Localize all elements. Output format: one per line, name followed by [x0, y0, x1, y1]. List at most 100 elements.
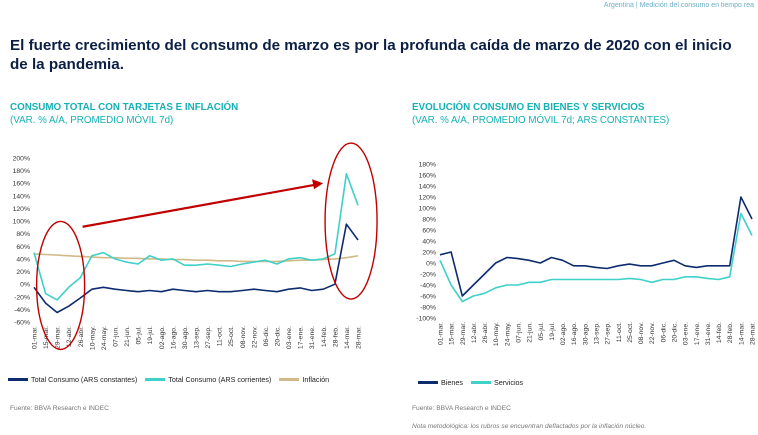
x-tick-label: 11-oct.: [616, 322, 623, 342]
x-tick-label: 17-ene.: [298, 326, 305, 349]
x-tick-label: 31-ene.: [705, 322, 712, 345]
legend-item-bienes: Bienes: [418, 378, 463, 387]
legend-swatch: [418, 381, 438, 384]
x-tick-label: 28-feb.: [332, 326, 339, 347]
legend-label: Total Consumo (ARS constantes): [31, 375, 138, 384]
y-tick-label: 200%: [13, 156, 30, 163]
x-tick-label: 28-mar.: [750, 322, 757, 345]
y-tick-label: 20%: [16, 269, 30, 276]
methodology-note: Nota metodológica: los rubros se encuent…: [412, 423, 647, 430]
legend-swatch: [470, 381, 491, 384]
x-tick-label: 01-mar.: [438, 322, 445, 345]
chart-left-subtitle: (VAR. % A/A, PROMEDIO MÓVIL 7d): [10, 115, 174, 126]
x-tick-label: 07-jun.: [113, 326, 120, 347]
y-tick-label: 180%: [13, 168, 30, 175]
y-tick-label: 60%: [16, 244, 30, 251]
x-tick-label: 22-nov.: [649, 322, 656, 344]
y-tick-label: 0%: [426, 261, 436, 268]
y-tick-label: 180%: [419, 162, 436, 169]
x-tick-label: 19-jul.: [549, 322, 556, 341]
x-tick-label: 21-jun.: [124, 326, 131, 347]
chart-right-legend: Bienes Servicios: [418, 378, 531, 387]
x-tick-label: 12-abr.: [66, 326, 73, 347]
x-tick-label: 26-abr.: [78, 326, 85, 347]
y-tick-label: 120%: [419, 195, 436, 202]
y-tick-label: -60%: [14, 320, 30, 327]
y-tick-label: -80%: [420, 305, 436, 312]
legend-swatch: [145, 378, 166, 381]
annotation-circle-march-2020: [35, 220, 86, 351]
x-tick-label: 21-jun.: [527, 322, 534, 343]
x-tick-label: 14-mar.: [738, 322, 745, 345]
x-tick-label: 01-mar.: [32, 326, 39, 349]
x-tick-label: 06-dic.: [660, 322, 667, 343]
y-tick-label: 80%: [422, 217, 436, 224]
x-tick-label: 02-ago.: [159, 326, 166, 349]
x-tick-label: 28-feb.: [727, 322, 734, 343]
legend-item-servicios: Servicios: [470, 378, 524, 387]
source-right: Fuente: BBVA Research e INDEC: [412, 405, 511, 412]
x-tick-label: 30-ago.: [582, 322, 589, 345]
x-tick-label: 27-sep.: [205, 326, 212, 349]
x-tick-label: 02-ago.: [560, 322, 567, 345]
legend-label: Servicios: [493, 378, 524, 387]
legend-item-inflacion: Inflación: [279, 375, 329, 384]
x-tick-label: 14-feb.: [321, 326, 328, 347]
legend-item-total-constantes: Total Consumo (ARS constantes): [8, 375, 137, 384]
x-tick-label: 14-mar.: [344, 326, 351, 349]
x-tick-label: 24-may.: [101, 326, 108, 350]
y-tick-label: 40%: [16, 256, 30, 263]
x-tick-label: 10-may.: [493, 322, 500, 346]
x-tick-label: 07-jun.: [516, 322, 523, 343]
x-tick-label: 12-abr.: [471, 322, 478, 343]
x-tick-label: 25-oct.: [228, 326, 235, 347]
x-tick-label: 15-mar.: [449, 322, 456, 345]
y-tick-label: -100%: [416, 316, 436, 323]
legend-swatch: [8, 378, 28, 381]
chart-left-legend: Total Consumo (ARS constantes) Total Con…: [8, 375, 337, 384]
chart-right: 180% 160% 140% 120% 100% 80% 60% 40% 20% 0% -20% -4…: [416, 162, 757, 347]
x-tick-label: 08-nov.: [638, 322, 645, 344]
series-line-total-consumo-ars-corrientes: [33, 172, 359, 301]
series-line-servicios: [439, 212, 753, 303]
y-tick-label: 40%: [422, 239, 436, 246]
x-tick-label: 13-sep.: [594, 322, 601, 345]
x-tick-label: 29-mar.: [460, 322, 467, 345]
legend-label: Total Consumo (ARS corrientes): [168, 375, 272, 384]
y-tick-label: 160%: [13, 181, 30, 188]
x-tick-label: 25-oct.: [627, 322, 634, 343]
series-line-bienes: [439, 196, 753, 297]
annotation-arrow: [82, 183, 318, 228]
y-tick-label: 140%: [13, 193, 30, 200]
y-tick-label: 20%: [422, 250, 436, 257]
x-tick-label: 31-ene.: [309, 326, 316, 349]
legend-item-total-corrientes: Total Consumo (ARS corrientes): [145, 375, 271, 384]
y-tick-label: -40%: [420, 283, 436, 290]
y-tick-label: 140%: [419, 184, 436, 191]
chart-left: 200% 180% 160% 140% 120% 100% 80% 60% 40% 20% 0% -2…: [13, 142, 378, 351]
annotation-circle-march-2021: [324, 142, 378, 300]
x-tick-label: 03-ene.: [683, 322, 690, 345]
x-tick-label: 10-may.: [89, 326, 96, 350]
x-tick-label: 16-ago.: [170, 326, 177, 349]
legend-swatch: [279, 378, 300, 381]
y-tick-label: -20%: [420, 272, 436, 279]
y-tick-label: 0%: [20, 282, 30, 289]
chart-left-title: CONSUMO TOTAL CON TARJETAS E INFLACIÓN: [10, 102, 239, 113]
y-tick-label: -60%: [420, 294, 436, 301]
x-tick-label: 26-abr.: [482, 322, 489, 343]
x-tick-label: 20-dic.: [672, 322, 679, 343]
series-line-total-consumo-ars-constantes: [33, 223, 359, 314]
x-tick-label: 30-ago.: [182, 326, 189, 349]
y-tick-label: 160%: [419, 173, 436, 180]
series-line-inflaci-n: [33, 253, 359, 263]
x-tick-label: 27-sep.: [605, 322, 612, 345]
x-tick-label: 19-jul.: [147, 326, 154, 345]
x-tick-label: 05-jul.: [136, 326, 143, 345]
legend-label: Inflación: [302, 375, 330, 384]
x-tick-label: 14-feb.: [716, 322, 723, 343]
legend-label: Bienes: [441, 378, 463, 387]
x-tick-label: 29-mar.: [55, 326, 62, 349]
x-tick-label: 13-sep.: [194, 326, 201, 349]
x-tick-label: 16-ago.: [571, 322, 578, 345]
